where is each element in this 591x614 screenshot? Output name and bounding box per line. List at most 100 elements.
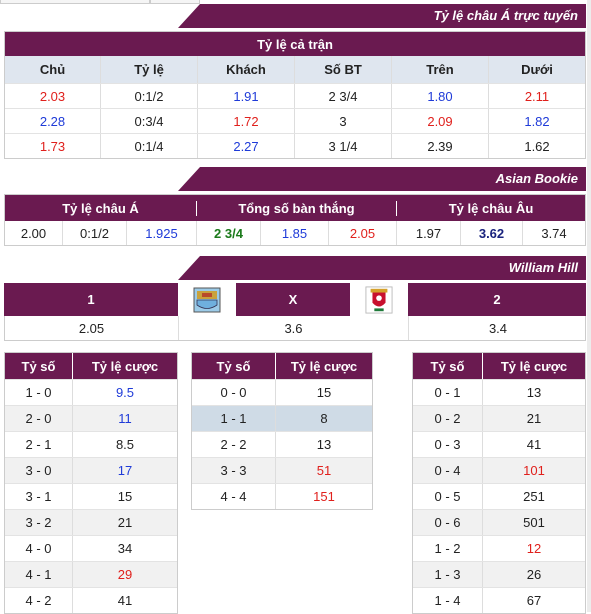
- odds-cell[interactable]: 1.73: [5, 134, 101, 158]
- score-odds-table-away-wins: Tỷ số Tỷ lệ cược 0 - 1 13 0 - 2 21 0 - 3 41 0 - …: [412, 352, 586, 614]
- score-row[interactable]: 0 - 0 15: [192, 379, 372, 405]
- odds-cell[interactable]: 1.91: [198, 84, 295, 108]
- bookie-odds-cell[interactable]: 3.62: [461, 221, 523, 245]
- odds-cell[interactable]: 0:3/4: [101, 109, 198, 133]
- score-value: 1 - 2: [413, 536, 483, 561]
- column-header: Dưới: [489, 56, 585, 83]
- score-row[interactable]: 1 - 3 26: [413, 561, 585, 587]
- score-row[interactable]: 4 - 0 34: [5, 535, 177, 561]
- score-row[interactable]: 0 - 2 21: [413, 405, 585, 431]
- score-row[interactable]: 2 - 1 8.5: [5, 431, 177, 457]
- score-row[interactable]: 3 - 0 17: [5, 457, 177, 483]
- score-value: 3 - 3: [192, 458, 276, 483]
- score-row[interactable]: 0 - 5 251: [413, 483, 585, 509]
- score-row[interactable]: 3 - 3 51: [192, 457, 372, 483]
- bookie-odds-cell[interactable]: 1.97: [397, 221, 461, 245]
- odds-value: 12: [526, 541, 542, 556]
- score-value: 3 - 0: [5, 458, 73, 483]
- score-value: 4 - 0: [5, 536, 73, 561]
- odds-value: 15: [117, 489, 133, 504]
- odds-value: 251: [523, 489, 545, 504]
- score-value: 0 - 3: [413, 432, 483, 457]
- column-header: Khách: [198, 56, 295, 83]
- score-value: 1 - 0: [5, 380, 73, 405]
- header-score: Tỷ số: [192, 353, 276, 379]
- score-row[interactable]: 0 - 4 101: [413, 457, 585, 483]
- odds-cell[interactable]: 1.62: [524, 138, 550, 154]
- bookie-odds-cell[interactable]: 2 3/4: [197, 221, 261, 245]
- score-row[interactable]: 2 - 2 13: [192, 431, 372, 457]
- score-value: 4 - 2: [5, 588, 73, 613]
- score-row[interactable]: 3 - 1 15: [5, 483, 177, 509]
- odds-cell[interactable]: 2.39: [392, 134, 489, 158]
- section-header-asian-online: Tỷ lệ châu Á trực tuyến: [178, 4, 586, 28]
- score-row[interactable]: 0 - 6 501: [413, 509, 585, 535]
- bookie-odds-cell[interactable]: 2.05: [329, 221, 397, 245]
- odds-value: 34: [117, 541, 133, 556]
- odds-cell[interactable]: 0:1/2: [101, 84, 198, 108]
- score-row[interactable]: 4 - 2 41: [5, 587, 177, 613]
- full-match-odds-table: Tỷ lệ cả trận Chủ Tỷ lệ Khách Số BT Trên Dưới…: [4, 31, 586, 159]
- scrollbar[interactable]: [587, 0, 591, 612]
- section-title: Tỷ lệ châu Á trực tuyến: [433, 8, 578, 23]
- william-hill-values-row: 2.05 3.6 3.4: [4, 316, 586, 341]
- odds-cell[interactable]: 3 1/4: [295, 134, 392, 158]
- odds-cell[interactable]: 1.82: [524, 113, 550, 129]
- score-row[interactable]: 1 - 1 8: [192, 405, 372, 431]
- odds-row: 2.28 0:3/4 1.72 3 2.09 1.82: [5, 108, 585, 133]
- score-row[interactable]: 2 - 0 11: [5, 405, 177, 431]
- score-value: 3 - 2: [5, 510, 73, 535]
- bookie-odds-cell[interactable]: 0:1/2: [63, 221, 127, 245]
- odds-cell[interactable]: 1.80: [392, 84, 489, 108]
- score-row[interactable]: 4 - 4 151: [192, 483, 372, 509]
- bookie-odds-cell[interactable]: 2.00: [5, 221, 63, 245]
- score-row[interactable]: 0 - 1 13: [413, 379, 585, 405]
- score-row[interactable]: 1 - 0 9.5: [5, 379, 177, 405]
- score-row[interactable]: 1 - 4 67: [413, 587, 585, 613]
- odds-cell[interactable]: 0:1/4: [101, 134, 198, 158]
- odds-cell[interactable]: 2 3/4: [295, 84, 392, 108]
- odds-cell[interactable]: 1.72: [198, 109, 295, 133]
- score-table-header: Tỷ số Tỷ lệ cược: [413, 353, 585, 379]
- odds-value: 8: [320, 411, 328, 426]
- bookie-header-row: Tỷ lệ châu Á Tổng số bàn thắng Tỷ lệ châ…: [5, 195, 585, 221]
- bookie-values-row: 2.00 0:1/2 1.925 2 3/4 1.85 2.05 1.97 3.62 3.74: [5, 221, 585, 245]
- score-value: 0 - 0: [192, 380, 276, 405]
- odds-value: 11: [118, 411, 132, 426]
- odds-cell[interactable]: 2.09: [392, 109, 489, 133]
- outcome-draw-label: X: [236, 283, 350, 316]
- odds-cell[interactable]: 2.11: [524, 88, 550, 104]
- bookie-odds-cell[interactable]: 1.925: [127, 221, 197, 245]
- odds-cell[interactable]: 2.03: [5, 84, 101, 108]
- full-match-body: 2.03 0:1/2 1.91 2 3/4 1.80 2.11 2.28 0:3/4 1.72 3…: [5, 83, 585, 158]
- top-tab-middle[interactable]: [150, 0, 200, 4]
- odds-away-value: 3.4: [488, 320, 508, 336]
- odds-cell[interactable]: 2.28: [5, 109, 101, 133]
- odds-value: 17: [117, 463, 133, 478]
- score-value: 0 - 6: [413, 510, 483, 535]
- outcome-away-label: 2: [408, 283, 586, 316]
- score-row[interactable]: 0 - 3 41: [413, 431, 585, 457]
- odds-home-value: 2.05: [5, 316, 179, 340]
- score-value: 4 - 1: [5, 562, 73, 587]
- score-row[interactable]: 4 - 1 29: [5, 561, 177, 587]
- outcome-home-label: 1: [4, 283, 178, 316]
- score-row[interactable]: 1 - 2 12: [413, 535, 585, 561]
- score-value: 4 - 4: [192, 484, 276, 509]
- score-value: 0 - 2: [413, 406, 483, 431]
- odds-cell[interactable]: 2.27: [198, 134, 295, 158]
- bookie-header-total-goals: Tổng số bàn thắng: [197, 200, 397, 216]
- score-odds-table-home-wins: Tỷ số Tỷ lệ cược 1 - 0 9.5 2 - 0 11 2 - 1 8.5 3 …: [4, 352, 178, 614]
- odds-value: 151: [313, 489, 335, 504]
- score-value: 1 - 1: [192, 406, 276, 431]
- odds-value: 51: [316, 463, 332, 478]
- section-title: Asian Bookie: [495, 171, 578, 186]
- odds-cell[interactable]: 3: [295, 109, 392, 133]
- bookie-odds-cell[interactable]: 3.74: [541, 225, 567, 241]
- top-tab-left[interactable]: [0, 0, 150, 4]
- bookie-odds-cell[interactable]: 1.85: [261, 221, 329, 245]
- odds-value: 13: [316, 437, 332, 452]
- score-row[interactable]: 3 - 2 21: [5, 509, 177, 535]
- score-value: 1 - 4: [413, 588, 483, 613]
- top-tab-strip: [0, 0, 591, 4]
